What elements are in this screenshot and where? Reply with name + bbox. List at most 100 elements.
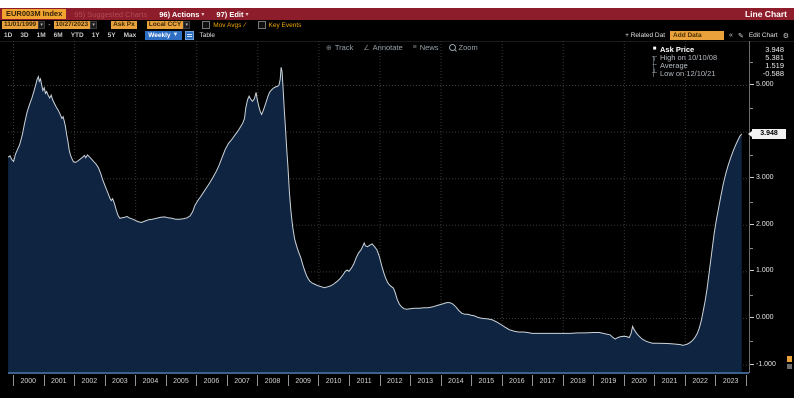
price-field-select[interactable]: Ask Px xyxy=(111,21,137,29)
edit-menu[interactable]: 97) Edit ▾ xyxy=(216,10,248,19)
y-axis-minor-tick xyxy=(750,201,753,203)
y-axis-label: 2.000 xyxy=(750,220,774,228)
pencil-icon[interactable]: ✎ xyxy=(737,32,744,40)
x-axis-year-label: 2021 xyxy=(661,378,678,385)
currency-select[interactable]: Local CCY ▾ xyxy=(146,21,191,29)
currency-value[interactable]: Local CCY xyxy=(146,21,184,29)
period-5y[interactable]: 5Y xyxy=(107,32,116,39)
chart-tool-track[interactable]: ⊕ Track xyxy=(326,43,353,52)
chevron-down-icon: ▾ xyxy=(201,11,205,18)
x-axis-year-label: 2017 xyxy=(539,378,556,385)
x-axis-tick xyxy=(532,375,534,386)
legend-label: Average xyxy=(660,60,688,70)
end-date-value[interactable]: 10/27/2023 xyxy=(53,21,91,29)
gear-icon[interactable]: ⚙ xyxy=(782,32,789,40)
suggested-charts-menu[interactable]: 95) Suggested Charts xyxy=(74,9,148,19)
x-axis-tick xyxy=(74,375,76,386)
x-axis-tick xyxy=(501,375,503,386)
date-range-separator: - xyxy=(48,21,51,29)
period-1d[interactable]: 1D xyxy=(4,32,13,39)
x-axis-year-label: 2019 xyxy=(600,378,617,385)
x-axis-tick xyxy=(348,375,350,386)
x-axis-tick xyxy=(379,375,381,386)
x-axis-tick xyxy=(13,375,14,386)
actions-menu-label: 96) Actions xyxy=(159,9,200,19)
x-axis-year-label: 2018 xyxy=(570,378,586,385)
chart-style-icon[interactable] xyxy=(184,31,194,40)
chevron-down-icon[interactable]: ▾ xyxy=(183,21,191,29)
track-icon: ⊕ xyxy=(326,44,332,52)
x-axis-year-label: 2004 xyxy=(142,378,159,385)
table-button[interactable]: Table xyxy=(199,32,216,39)
calendar-dropdown-icon[interactable]: ▾ xyxy=(90,21,98,29)
low-marker-icon: ┴ xyxy=(652,69,657,77)
y-axis: 3.948 5.000 3.000 2.000 1.000 0.000 -1.000 xyxy=(748,41,794,373)
range-controls-row: 11/01/1999 ▾ - 10/27/2023 ▾ Ask Px Local… xyxy=(0,20,794,30)
edit-chart-button[interactable]: Edit Chart xyxy=(748,32,778,39)
chart-scroll-handle[interactable] xyxy=(787,356,792,371)
collapse-icon[interactable]: « xyxy=(729,32,733,39)
chart-tool-news[interactable]: ≡ News xyxy=(413,43,439,52)
x-axis-tick xyxy=(745,375,747,386)
chart-tool-label: Annotate xyxy=(372,43,403,52)
legend-value: 5.381 xyxy=(765,52,784,62)
x-axis-year-label: 2011 xyxy=(356,378,372,385)
avg-marker-icon: ╌ xyxy=(652,62,657,69)
x-axis-year-label: 2005 xyxy=(173,378,189,385)
y-axis-minor-tick xyxy=(750,108,753,110)
start-date-field[interactable]: 11/01/1999 ▾ xyxy=(2,21,46,29)
title-bar: EUR003M Index 95) Suggested Charts 96) A… xyxy=(0,8,794,20)
chart-tool-label: News xyxy=(419,43,439,52)
period-1y[interactable]: 1Y xyxy=(91,32,100,39)
key-events-toggle[interactable]: Key Events xyxy=(257,21,301,29)
y-axis-line xyxy=(749,41,750,373)
x-axis-tick xyxy=(440,375,442,386)
legend-label: Low on 12/10/21 xyxy=(660,68,716,78)
price-field-value[interactable]: Ask Px xyxy=(111,21,137,29)
price-area-fill xyxy=(8,67,742,373)
x-axis-year-label: 2007 xyxy=(234,378,250,385)
y-axis-label: 5.000 xyxy=(750,80,774,88)
legend-row: ┬ High on 10/10/08 5.381 xyxy=(650,52,784,62)
mov-avgs-toggle[interactable]: Mov Avgs ∕ xyxy=(202,21,246,29)
key-events-checkbox[interactable] xyxy=(257,21,266,29)
start-date-value[interactable]: 11/01/1999 xyxy=(2,21,39,29)
x-axis-tick xyxy=(226,375,228,386)
x-axis-year-label: 2023 xyxy=(722,378,739,385)
related-data-button[interactable]: + Related Dat xyxy=(625,32,666,39)
magnifier-icon xyxy=(448,44,456,51)
x-axis-tick xyxy=(410,375,411,386)
frequency-select[interactable]: Weekly ▼ xyxy=(145,31,182,40)
period-1m[interactable]: 1M xyxy=(36,32,46,39)
x-axis-tick xyxy=(165,375,167,386)
x-axis-year-label: 2002 xyxy=(81,378,98,385)
period-3d[interactable]: 3D xyxy=(20,32,29,39)
period-max[interactable]: Max xyxy=(123,32,137,39)
legend-value: -0.588 xyxy=(762,68,784,78)
actions-menu[interactable]: 96) Actions ▾ xyxy=(159,10,204,19)
legend-row: ■ Ask Price 3.948 xyxy=(650,45,784,54)
right-tools: + Related Dat Add Data « ✎ Edit Chart ⚙ xyxy=(625,31,789,40)
mov-avgs-checkbox[interactable] xyxy=(202,21,211,29)
y-axis-label: 3.000 xyxy=(750,174,774,182)
legend-label: High on 10/10/08 xyxy=(660,52,718,62)
chart-tool-annotate[interactable]: ∠ Annotate xyxy=(363,43,402,52)
x-axis-year-label: 2006 xyxy=(203,378,220,385)
add-data-input[interactable]: Add Data xyxy=(670,31,725,40)
x-axis-tick xyxy=(593,375,595,386)
period-6m[interactable]: 6M xyxy=(53,32,63,39)
x-axis-tick xyxy=(196,375,198,386)
chart-legend: ■ Ask Price 3.948 ┬ High on 10/10/08 5.381 ╌ Av… xyxy=(650,45,784,78)
x-axis-tick xyxy=(287,375,289,386)
x-axis-year-label: 2010 xyxy=(325,378,342,385)
calendar-dropdown-icon[interactable]: ▾ xyxy=(38,21,46,29)
high-marker-icon: ┬ xyxy=(652,53,657,61)
x-axis-year-label: 2015 xyxy=(478,378,495,385)
chart-tool-zoom[interactable]: Zoom xyxy=(448,43,478,52)
x-axis-tick xyxy=(562,375,564,386)
period-ytd[interactable]: YTD xyxy=(70,32,84,39)
period-buttons: 1D 3D 1M 6M YTD 1Y 5Y Max xyxy=(4,32,136,39)
security-ticker[interactable]: EUR003M Index xyxy=(2,9,67,19)
end-date-field[interactable]: 10/27/2023 ▾ xyxy=(53,21,98,29)
screen-title: Line Chart xyxy=(744,9,787,19)
